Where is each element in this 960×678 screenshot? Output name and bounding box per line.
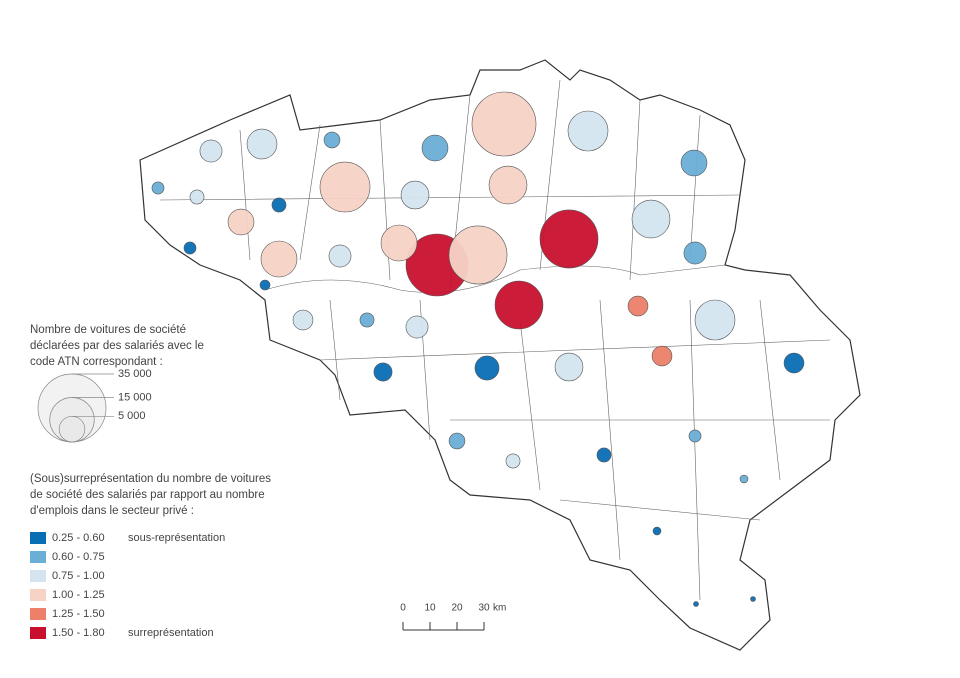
region-circle (680, 149, 708, 177)
region-circle (328, 244, 352, 268)
size-legend-label: 15 000 (118, 391, 152, 403)
size-legend-label: 35 000 (118, 368, 152, 380)
region-circle (683, 241, 707, 265)
legend-label: 0.75 - 1.00 (52, 570, 105, 582)
region-circle (260, 240, 298, 278)
region-circle (488, 165, 528, 205)
region-borders (159, 79, 831, 601)
legend-swatch (30, 627, 46, 639)
region-circle (292, 309, 314, 331)
region-circle (400, 180, 430, 210)
region-circle (319, 161, 371, 213)
region-circle (271, 197, 287, 213)
region-circle (471, 91, 537, 157)
region-circle (651, 345, 673, 367)
region-circle (189, 189, 205, 205)
country-outline (139, 59, 861, 651)
region-circle (693, 601, 699, 607)
region-circle (596, 447, 612, 463)
size-legend-title: Nombre de voitures de société déclarées … (30, 324, 204, 368)
scale-label: 10 (424, 603, 436, 614)
size-legend-circle (58, 415, 86, 443)
scale-label: 30 (478, 603, 490, 614)
region-circle (652, 526, 662, 536)
region-circle (750, 596, 756, 602)
legend-note: sous-représentation (128, 532, 225, 544)
region-circle (783, 352, 805, 374)
legend-swatch (30, 608, 46, 620)
legend-swatch (30, 551, 46, 563)
legend-swatch (30, 532, 46, 544)
region-circle (627, 295, 649, 317)
region-circle (405, 315, 429, 339)
region-circle (739, 474, 749, 484)
region-circle (539, 209, 599, 269)
region-circle (694, 299, 736, 341)
region-circle (567, 110, 609, 152)
legend-label: 0.25 - 0.60 (52, 532, 105, 544)
region-circle (323, 131, 341, 149)
legend-swatch (30, 589, 46, 601)
region-circle (359, 312, 375, 328)
region-circle (227, 208, 255, 236)
region-circle (373, 362, 393, 382)
region-circle (494, 280, 544, 330)
region-circle (151, 181, 165, 195)
scale-unit: km (493, 603, 506, 614)
region-circle (199, 139, 223, 163)
region-circle (631, 199, 671, 239)
region-circle (505, 453, 521, 469)
region-circle (448, 225, 508, 285)
region-circle (554, 352, 584, 382)
legend-swatch (30, 570, 46, 582)
legend-label: 1.00 - 1.25 (52, 589, 105, 601)
region-circle (421, 134, 449, 162)
legend-label: 1.25 - 1.50 (52, 608, 105, 620)
size-legend-label: 5 000 (118, 410, 146, 422)
region-circle (246, 128, 278, 160)
scale-label: 20 (451, 603, 463, 614)
legend-label: 0.60 - 0.75 (52, 551, 105, 563)
region-circle (474, 355, 500, 381)
region-circle (688, 429, 702, 443)
region-circle (259, 279, 271, 291)
region-circle (380, 224, 418, 262)
legend-label: 1.50 - 1.80 (52, 627, 105, 639)
color-legend-title: (Sous)surreprésentation du nombre de voi… (30, 473, 271, 517)
region-circle (183, 241, 197, 255)
legend-note: surreprésentation (128, 627, 214, 639)
region-circle (448, 432, 466, 450)
scale-label: 0 (400, 603, 406, 614)
